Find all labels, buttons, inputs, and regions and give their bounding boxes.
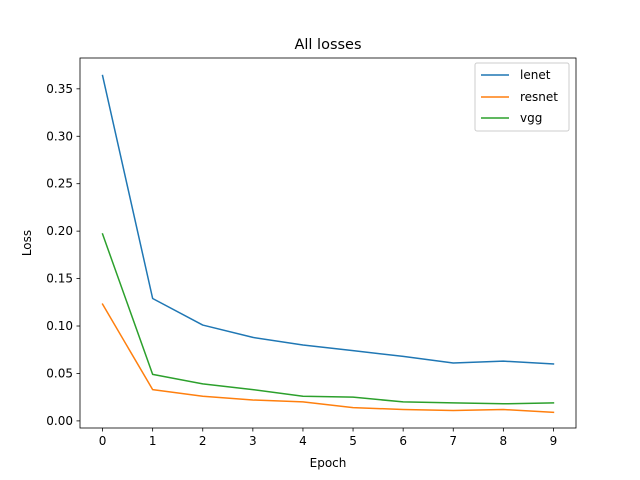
- x-tick-label: 9: [550, 434, 558, 448]
- y-tick-label: 0.35: [46, 82, 73, 96]
- x-tick-label: 3: [249, 434, 257, 448]
- chart-title: All losses: [294, 37, 361, 53]
- ticks-layer: 0 1 2 3 4 5 6 7 8 9 0.00 0.05 0.10 0.15 0.20 0.25 0.30 0.…: [46, 82, 557, 448]
- y-tick-label: 0.15: [46, 272, 73, 286]
- series-line-lenet: [101, 74, 555, 365]
- y-tick-label: 0.20: [46, 224, 73, 238]
- x-tick-label: 6: [399, 434, 407, 448]
- x-tick-label: 2: [199, 434, 207, 448]
- x-tick-label: 5: [349, 434, 357, 448]
- x-tick-label: 1: [149, 434, 157, 448]
- series-line-resnet: [101, 303, 555, 414]
- y-tick-label: 0.30: [46, 129, 73, 143]
- x-tick-label: 0: [99, 434, 107, 448]
- y-tick-label: 0.25: [46, 177, 73, 191]
- x-tick-label: 4: [299, 434, 307, 448]
- legend-label-lenet: lenet: [520, 68, 551, 82]
- plot-frame: [79, 57, 577, 429]
- legend-box: [474, 62, 570, 132]
- x-tick-label: 8: [500, 434, 508, 448]
- y-tick-label: 0.10: [46, 319, 73, 333]
- legend-label-resnet: resnet: [520, 90, 558, 104]
- series-layer: [101, 74, 555, 414]
- x-axis-label: Epoch: [310, 456, 347, 470]
- x-tick-label: 7: [449, 434, 457, 448]
- y-axis-label: Loss: [20, 230, 34, 256]
- series-line-vgg: [101, 233, 555, 405]
- y-tick-label: 0.05: [46, 366, 73, 380]
- legend-label-vgg: vgg: [520, 111, 542, 125]
- y-tick-label: 0.00: [46, 414, 73, 428]
- legend: lenet resnet vgg: [474, 62, 570, 132]
